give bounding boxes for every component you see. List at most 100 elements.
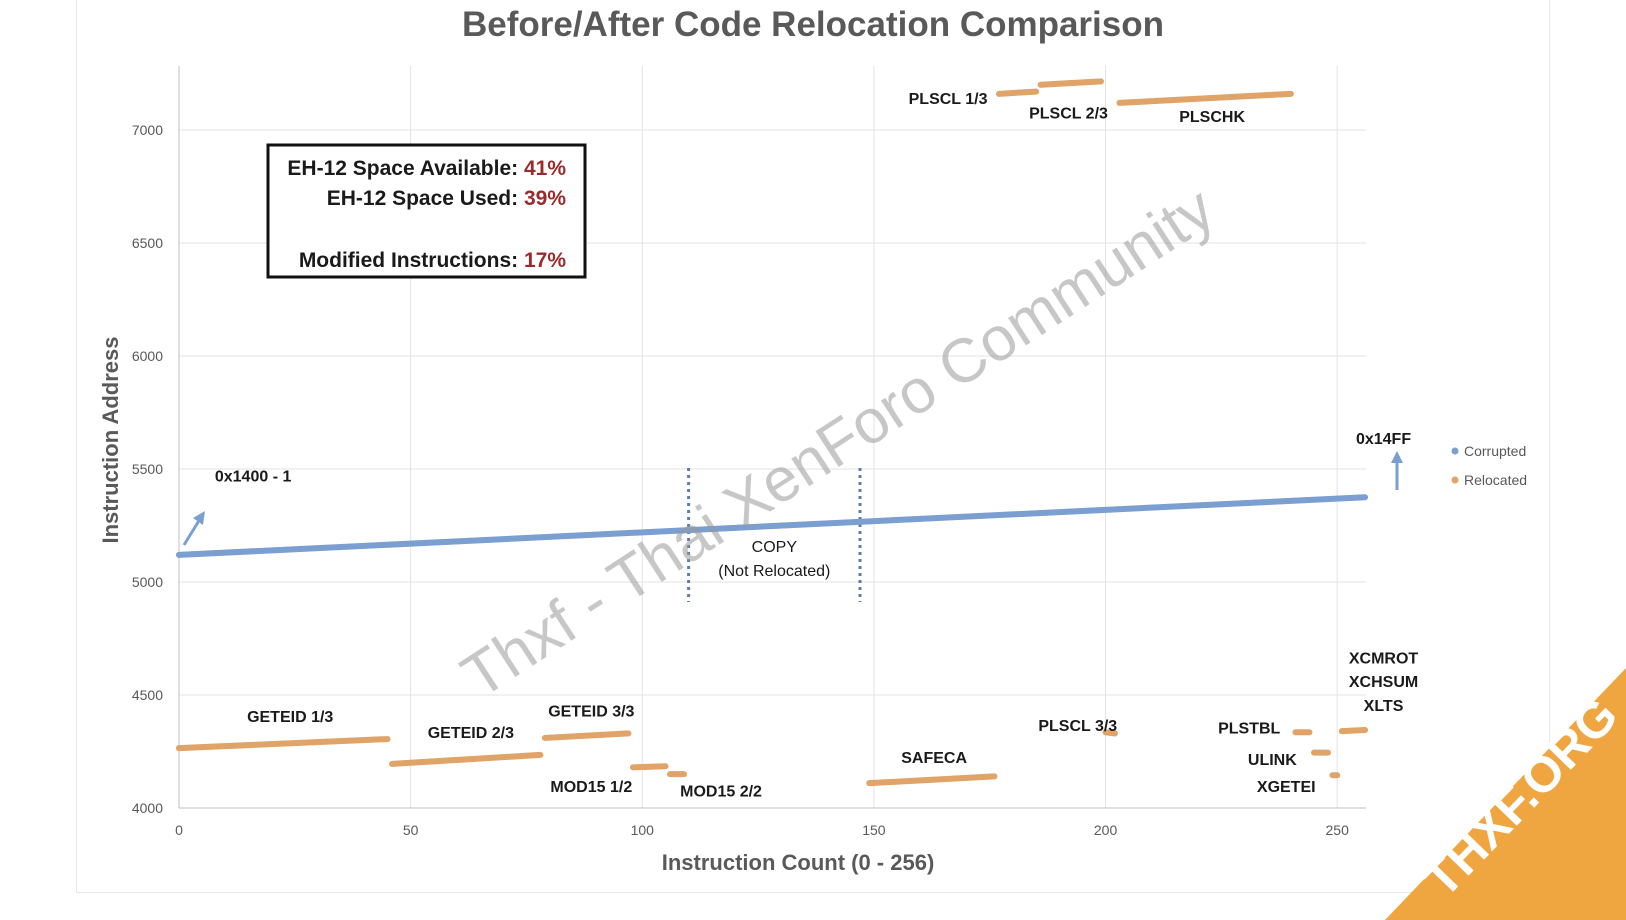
data-point <box>1056 80 1063 87</box>
data-point <box>1292 729 1299 736</box>
data-point <box>1329 495 1336 502</box>
data-point <box>273 547 280 554</box>
data-point <box>523 752 530 759</box>
data-point <box>1209 501 1216 508</box>
data-point <box>662 528 669 535</box>
data-point <box>884 779 891 786</box>
data-point <box>625 530 632 536</box>
data-point <box>1301 729 1308 736</box>
data-point <box>583 732 590 739</box>
data-point <box>1037 81 1044 88</box>
data-point <box>574 532 581 539</box>
data-point <box>1186 502 1192 509</box>
data-point <box>926 776 933 783</box>
data-point <box>1213 501 1220 508</box>
data-point <box>861 518 868 525</box>
data-point <box>718 525 724 532</box>
data-point <box>217 743 224 750</box>
y-tick-label: 5500 <box>132 461 163 477</box>
annotation-label: XLTS <box>1364 698 1404 715</box>
data-point <box>1278 498 1285 505</box>
data-point <box>945 514 951 521</box>
data-point <box>1074 79 1081 86</box>
data-point <box>565 733 572 740</box>
data-point <box>379 736 386 743</box>
data-point <box>1162 97 1169 104</box>
data-point <box>903 516 910 523</box>
annotations-layer: GETEID 1/3 GETEID 2/3 GETEID 3/3 MOD15 1/2 M… <box>215 91 1419 801</box>
data-point <box>361 542 368 549</box>
copy-label: COPY <box>752 539 798 556</box>
arrow-shaft <box>182 518 202 546</box>
annotation-label: MOD15 2/2 <box>680 784 762 801</box>
data-point <box>1213 94 1220 101</box>
data-point <box>833 520 840 526</box>
corner-ribbon: THXF.ORG <box>1385 668 1626 920</box>
data-point <box>1139 98 1146 105</box>
data-point <box>1153 504 1160 511</box>
data-point <box>1218 94 1225 101</box>
data-point <box>426 758 433 765</box>
data-point <box>435 539 442 546</box>
data-point <box>1311 749 1317 756</box>
data-point <box>704 526 711 533</box>
data-point <box>417 759 423 766</box>
data-point <box>509 753 516 760</box>
data-point <box>921 777 928 784</box>
data-point <box>444 757 451 764</box>
data-point <box>389 541 396 548</box>
data-point <box>268 547 275 554</box>
data-point <box>1088 79 1095 85</box>
data-point <box>1223 501 1229 507</box>
data-point <box>875 517 882 524</box>
data-point <box>315 739 321 745</box>
data-point <box>602 531 609 538</box>
data-point <box>959 513 965 520</box>
data-point <box>996 90 1002 97</box>
data-point <box>1287 497 1294 504</box>
data-point <box>542 735 548 741</box>
data-point <box>653 528 660 535</box>
annotation-label: SAFECA <box>901 750 967 767</box>
data-point <box>1246 499 1253 506</box>
data-point <box>644 763 650 770</box>
data-point <box>254 741 261 748</box>
data-point <box>1074 508 1081 515</box>
data-point <box>518 753 525 759</box>
data-point <box>620 530 627 537</box>
data-point <box>217 549 224 556</box>
data-point <box>1010 90 1016 96</box>
data-point <box>1125 99 1132 106</box>
copy-region: COPY (Not Relocated) <box>687 468 862 602</box>
data-point <box>467 756 474 763</box>
data-point <box>449 538 456 545</box>
data-point <box>1084 79 1090 86</box>
data-point <box>1102 729 1109 736</box>
data-point <box>745 524 752 531</box>
data-point <box>1334 495 1341 502</box>
data-point <box>871 518 877 525</box>
data-point <box>625 730 632 737</box>
data-point <box>968 513 975 520</box>
data-point <box>1102 506 1109 513</box>
annotation-label: PLSCHK <box>1179 109 1245 126</box>
data-point <box>1070 508 1077 515</box>
data-point <box>472 537 479 544</box>
data-point <box>1042 509 1049 516</box>
data-point <box>1232 93 1239 100</box>
data-point <box>240 742 247 749</box>
data-point <box>1348 727 1355 734</box>
data-point <box>417 540 423 547</box>
arrow-head <box>193 511 205 525</box>
data-point <box>491 754 497 761</box>
data-point <box>426 539 433 546</box>
data-point <box>1325 749 1331 756</box>
data-point <box>227 743 233 749</box>
data-point <box>1338 728 1345 735</box>
data-point <box>579 532 585 539</box>
x-tick-label: 0 <box>175 822 183 838</box>
data-point <box>454 538 460 545</box>
data-point <box>991 773 998 780</box>
stats-box: EH-12 Space Available: 41%EH-12 Space Us… <box>266 143 587 279</box>
data-point <box>393 760 400 767</box>
